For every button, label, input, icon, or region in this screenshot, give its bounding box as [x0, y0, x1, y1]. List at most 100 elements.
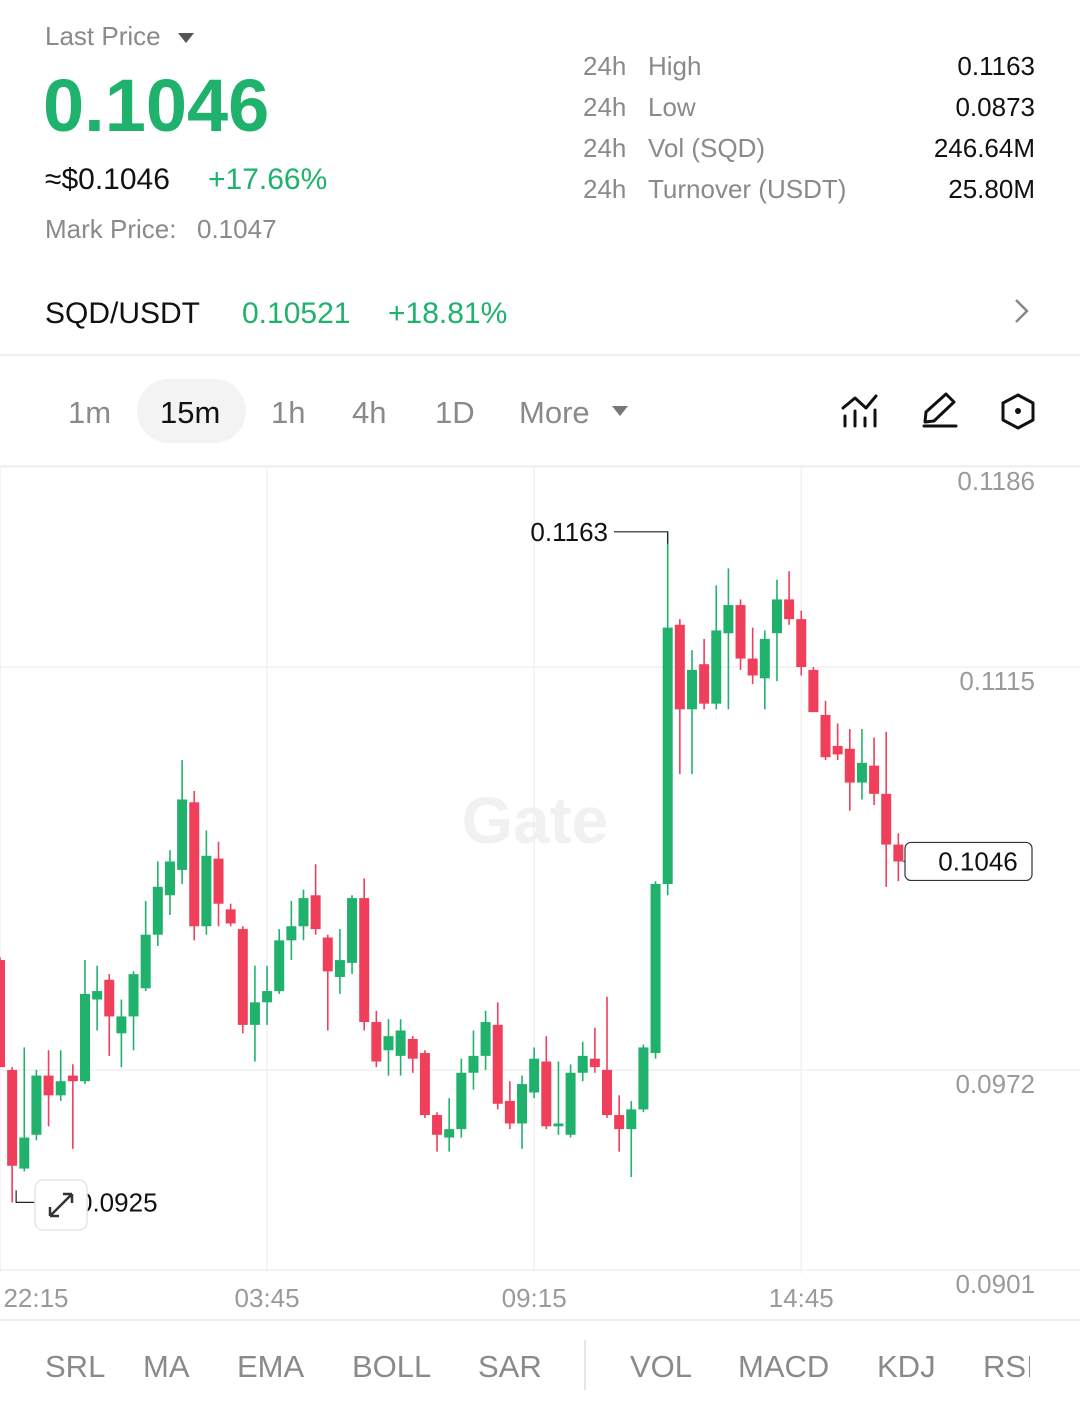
candle-body: [541, 1061, 552, 1127]
candle-body: [140, 934, 151, 989]
indicator-tab[interactable]: EMA: [237, 1349, 305, 1384]
candle-body: [237, 929, 248, 1025]
y-tick-label: 0.0972: [955, 1069, 1035, 1099]
candle-body: [177, 799, 188, 870]
stat-period: 24h: [583, 174, 626, 204]
usd-price: ≈$0.1046: [45, 163, 170, 196]
last-price-label[interactable]: Last Price: [45, 21, 161, 51]
more-caret[interactable]: [612, 406, 628, 416]
timeframe-tab[interactable]: 1h: [271, 395, 305, 430]
stats: 24h High 0.1163 24h Low 0.0873 24h Vol (SQD) 246…: [583, 51, 1035, 204]
candle-body: [371, 1022, 382, 1062]
indicator-tab[interactable]: RSI: [983, 1349, 1035, 1384]
candle-body: [589, 1058, 600, 1068]
candle-body: [674, 624, 685, 710]
last-price-label: 0.1046: [938, 846, 1018, 876]
candle-body: [504, 1100, 515, 1124]
candle-body: [699, 664, 710, 704]
stat-period: 24h: [583, 133, 626, 163]
timeframes: 1m 15m 1h 4h 1D: [68, 395, 475, 430]
x-tick-label: 09:15: [502, 1283, 567, 1313]
candle-body: [468, 1055, 479, 1073]
candle-body: [771, 599, 782, 634]
candle-body: [274, 940, 285, 992]
candle-body: [407, 1038, 418, 1059]
y-tick-label: 0.1115: [959, 666, 1035, 696]
candle-body: [31, 1075, 42, 1135]
stat-period: 24h: [583, 92, 626, 122]
candle-body: [347, 898, 358, 963]
candle-body: [856, 762, 867, 783]
indicator-tab[interactable]: SRL: [45, 1349, 105, 1384]
indicator-tab[interactable]: KDJ: [877, 1349, 936, 1384]
pair-change: +18.81%: [388, 297, 507, 330]
timeframe-tab[interactable]: 1m: [68, 395, 111, 430]
stat-label: Low: [648, 92, 696, 122]
candle-body: [225, 909, 236, 924]
candle-body: [711, 630, 722, 704]
change-pct: +17.66%: [208, 163, 327, 196]
header: Last Price 0.1046 ≈$0.1046 +17.66% Mark …: [43, 21, 327, 244]
indicator-tab[interactable]: VOL: [630, 1349, 692, 1384]
candle-body: [262, 991, 273, 1003]
candle-body: [92, 991, 103, 1000]
candle-body: [286, 926, 297, 941]
candle-body: [614, 1115, 625, 1130]
draw-icon[interactable]: [922, 392, 958, 428]
candle-body: [517, 1084, 528, 1124]
candle-body: [577, 1055, 588, 1073]
candle-body: [565, 1072, 576, 1135]
pair-symbol[interactable]: SQD/USDT: [45, 297, 200, 330]
timeframe-tab[interactable]: 15m: [160, 395, 220, 430]
x-tick-label: 22:15: [3, 1283, 68, 1313]
chevron[interactable]: [1015, 299, 1029, 323]
indicator-icon[interactable]: [841, 394, 878, 428]
indicator-tab[interactable]: MA: [143, 1349, 190, 1384]
stat-value: 0.0873: [955, 92, 1035, 122]
stat-label: Turnover (USDT): [648, 174, 846, 204]
timeframe-tab[interactable]: 4h: [352, 395, 386, 430]
candle-body: [249, 1002, 260, 1025]
stat-value: 25.80M: [948, 174, 1035, 204]
candle-body: [735, 605, 746, 659]
candle-body: [529, 1058, 540, 1093]
candle-body: [553, 1123, 564, 1127]
candle-body: [626, 1109, 637, 1130]
candle-body: [456, 1072, 467, 1130]
candle-body: [152, 886, 163, 935]
candle-body: [784, 599, 795, 620]
high-label: 0.1163: [530, 517, 608, 547]
timeframe-tab[interactable]: 1D: [435, 395, 475, 430]
pair-price: 0.10521: [242, 297, 350, 330]
candle-body: [844, 748, 855, 783]
last-price: 0.1046: [43, 64, 269, 147]
low-label: 0.0925: [78, 1187, 158, 1217]
candle-body: [444, 1129, 455, 1138]
candle-body: [116, 1016, 127, 1034]
indicator-tab[interactable]: SAR: [478, 1349, 542, 1384]
candle-body: [492, 1024, 503, 1104]
selected-pill: [137, 379, 246, 443]
candle-body: [796, 619, 807, 668]
candle-body: [820, 714, 831, 758]
candle-body: [893, 844, 904, 862]
mark-price: 0.1047: [197, 214, 277, 244]
dropdown-caret[interactable]: [178, 33, 194, 43]
candle-body: [662, 627, 673, 884]
candle-body: [432, 1115, 443, 1135]
indicator-tab[interactable]: BOLL: [352, 1349, 431, 1384]
indicator-tab[interactable]: MACD: [738, 1349, 829, 1384]
settings-icon-dot: [1015, 408, 1021, 414]
candle-body: [359, 898, 370, 1023]
candle-body: [213, 858, 224, 904]
candle-body: [869, 765, 880, 794]
stat-period: 24h: [583, 51, 626, 81]
candle-body: [322, 937, 333, 972]
settings-icon[interactable]: [1001, 393, 1035, 430]
candle-body: [480, 1022, 491, 1056]
more-button[interactable]: More: [519, 395, 590, 430]
candle-body: [55, 1081, 66, 1096]
pair-row[interactable]: SQD/USDT 0.10521 +18.81%: [45, 297, 1029, 330]
